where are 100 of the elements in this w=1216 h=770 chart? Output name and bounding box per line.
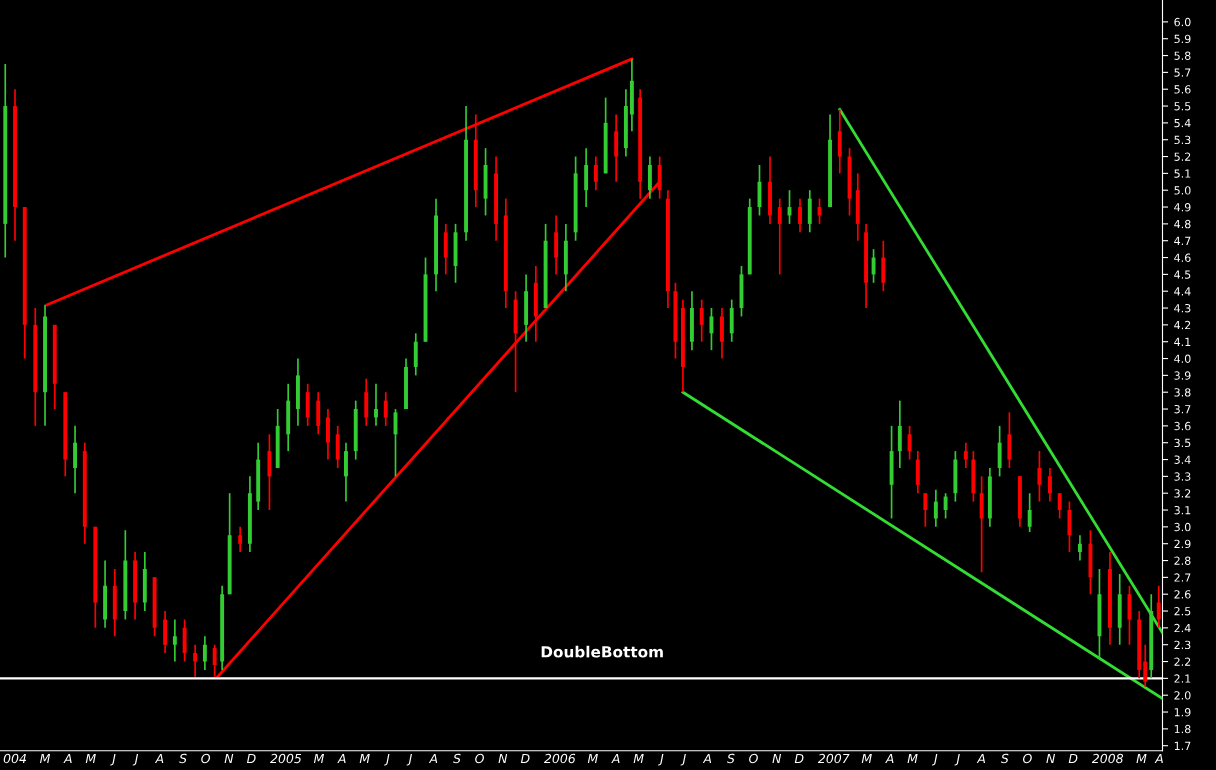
candlestick bbox=[1027, 492, 1032, 533]
x-tick-label: N bbox=[498, 753, 508, 764]
candlestick bbox=[699, 298, 704, 343]
x-tick-label: A bbox=[702, 753, 712, 764]
y-tick-label: 3.6 bbox=[1174, 421, 1191, 431]
x-tick-label: A bbox=[154, 753, 164, 764]
x-tick-label: N bbox=[1046, 753, 1056, 764]
candlestick bbox=[593, 155, 598, 192]
y-tick-label: 3.8 bbox=[1174, 388, 1191, 397]
y-tick-label: 5.6 bbox=[1174, 85, 1191, 94]
y-tick-label: 3.3 bbox=[1174, 472, 1191, 481]
y-tick-label: 3.0 bbox=[1174, 522, 1191, 532]
y-tick-label: 5.4 bbox=[1174, 119, 1191, 128]
candlestick bbox=[1143, 643, 1148, 688]
x-tick-label: J bbox=[406, 753, 412, 766]
candlestick bbox=[777, 197, 782, 276]
candlestick bbox=[933, 489, 938, 528]
x-tick-label: J bbox=[680, 753, 686, 766]
y-tick-label: 1.7 bbox=[1174, 741, 1191, 750]
candlestick bbox=[238, 526, 243, 553]
candlestick bbox=[1037, 450, 1042, 503]
x-tick-label: D bbox=[1068, 753, 1078, 764]
candlestick bbox=[193, 643, 198, 678]
x-tick-label: M bbox=[907, 753, 918, 764]
y-tick-label: 3.4 bbox=[1174, 455, 1191, 464]
x-tick-label: A bbox=[1154, 753, 1163, 764]
x-tick-label: 2005 bbox=[270, 753, 302, 764]
y-tick-label: 4.4 bbox=[1174, 287, 1191, 296]
x-tick-label: J bbox=[132, 753, 139, 766]
candlestick bbox=[1057, 492, 1062, 520]
annotation: DoubleBottom bbox=[541, 645, 663, 658]
y-tick-label: 4.8 bbox=[1174, 219, 1191, 229]
y-tick-label: 4.7 bbox=[1174, 236, 1191, 245]
y-tick-label: 2.8 bbox=[1174, 556, 1191, 565]
x-tick-label: 2008 bbox=[1091, 753, 1124, 764]
y-tick-label: 3.2 bbox=[1174, 489, 1191, 498]
x-tick-label: A bbox=[611, 753, 620, 764]
candlestick bbox=[1047, 467, 1052, 503]
x-tick-label: M bbox=[359, 753, 370, 764]
x-tick-label: O bbox=[749, 753, 758, 764]
candlestick bbox=[907, 425, 912, 461]
candlestick bbox=[963, 441, 968, 469]
y-tick-label: 5.1 bbox=[1174, 169, 1191, 178]
y-tick-label: 4.1 bbox=[1174, 337, 1191, 346]
y-tick-label: 3.1 bbox=[1174, 506, 1191, 515]
y-tick-label: 5.9 bbox=[1174, 34, 1191, 44]
x-tick-label: J bbox=[931, 753, 938, 766]
y-tick-label: 4.0 bbox=[1174, 354, 1191, 363]
y-tick-label: 5.7 bbox=[1174, 68, 1191, 77]
candlestick bbox=[943, 492, 948, 520]
y-tick-label: 2.4 bbox=[1174, 623, 1191, 633]
x-tick-label: O bbox=[475, 753, 484, 764]
x-tick-label: S bbox=[179, 753, 187, 764]
y-tick-label: 2.3 bbox=[1174, 640, 1191, 650]
y-tick-label: 3.7 bbox=[1174, 405, 1191, 414]
x-tick-label: S bbox=[727, 753, 735, 764]
x-tick-label: N bbox=[224, 753, 234, 764]
candlestick bbox=[1077, 534, 1082, 562]
y-tick-label: 2.5 bbox=[1174, 607, 1191, 616]
x-tick-label: A bbox=[63, 753, 72, 764]
x-tick-label: M bbox=[633, 753, 644, 764]
candlestick bbox=[202, 635, 207, 671]
x-tick-label: A bbox=[428, 753, 438, 764]
x-tick-label: D bbox=[520, 753, 530, 764]
x-tick-label: 004 bbox=[3, 753, 27, 764]
y-tick-label: 4.3 bbox=[1174, 304, 1191, 313]
x-tick-label: D bbox=[246, 753, 256, 764]
y-tick-label: 2.7 bbox=[1174, 573, 1191, 582]
y-tick-label: 5.2 bbox=[1174, 152, 1191, 161]
x-tick-label: M bbox=[861, 753, 872, 764]
x-tick-label: S bbox=[453, 753, 461, 764]
y-tick-label: 2.0 bbox=[1174, 691, 1191, 700]
y-tick-label: 4.9 bbox=[1174, 203, 1191, 212]
y-tick-label: 1.8 bbox=[1174, 724, 1191, 734]
y-tick-label: 3.9 bbox=[1174, 371, 1191, 380]
candlestick bbox=[871, 248, 876, 284]
x-tick-label: S bbox=[1001, 753, 1009, 764]
x-tick-label: O bbox=[201, 753, 211, 764]
y-tick-label: 5.8 bbox=[1174, 51, 1191, 60]
x-tick-label: M bbox=[39, 753, 51, 764]
candlestick bbox=[172, 618, 177, 663]
x-tick-label: M bbox=[313, 753, 325, 764]
candlestick bbox=[383, 391, 388, 427]
y-tick-label: 5.0 bbox=[1174, 186, 1191, 195]
y-tick-label: 2.2 bbox=[1174, 657, 1191, 666]
x-tick-label: N bbox=[772, 753, 782, 764]
x-tick-label: M bbox=[1136, 753, 1147, 764]
x-tick-label: A bbox=[337, 753, 346, 764]
y-tick-label: 5.3 bbox=[1174, 135, 1191, 145]
y-tick-label: 4.5 bbox=[1174, 270, 1191, 279]
y-tick-label: 4.2 bbox=[1174, 320, 1191, 330]
x-tick-label: J bbox=[384, 753, 390, 766]
candlestick bbox=[374, 382, 378, 427]
x-tick-label: A bbox=[885, 753, 894, 764]
y-tick-label: 6.0 bbox=[1174, 17, 1191, 27]
x-tick-label: 2006 bbox=[544, 753, 576, 764]
x-tick-label: J bbox=[658, 753, 664, 766]
x-tick-label: J bbox=[954, 753, 960, 766]
x-tick-label: D bbox=[794, 753, 804, 764]
x-tick-label: O bbox=[1022, 753, 1032, 764]
